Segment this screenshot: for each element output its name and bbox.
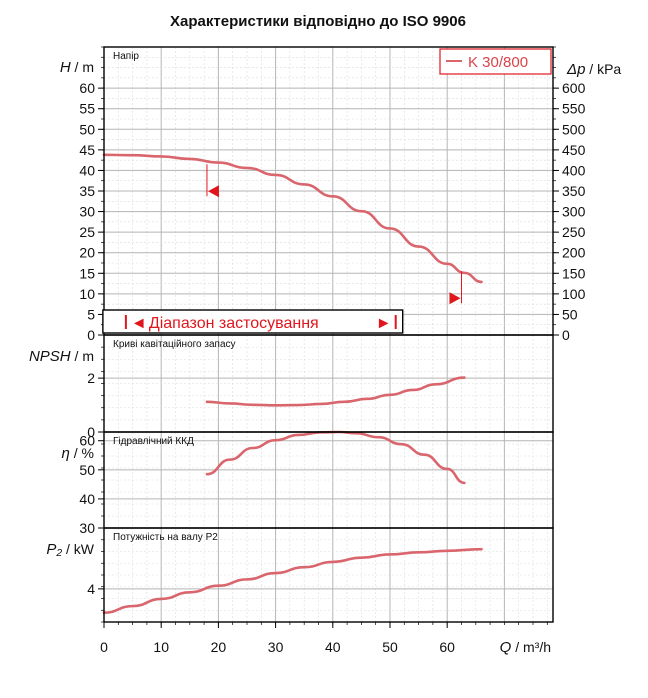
x-axis-variable: Q bbox=[500, 639, 512, 656]
y-tick-label: 2 bbox=[87, 370, 95, 386]
y-axis-unit: / kW bbox=[62, 541, 95, 557]
right-tick-label: 350 bbox=[562, 183, 586, 199]
right-tick-label: 150 bbox=[562, 265, 586, 281]
curve-power bbox=[102, 547, 483, 615]
right-tick-label: 500 bbox=[562, 121, 586, 137]
y-tick-label: 4 bbox=[87, 581, 95, 597]
x-tick-label: 20 bbox=[211, 639, 227, 655]
y-tick-label: 40 bbox=[79, 491, 95, 507]
right-tick-label: 300 bbox=[562, 204, 586, 220]
text-layer: 0510152025303540455055600501001502002503… bbox=[29, 48, 621, 656]
y-tick-label: 15 bbox=[79, 265, 95, 281]
curve-layer bbox=[102, 153, 483, 615]
right-tick-label: 200 bbox=[562, 245, 586, 261]
right-axis-unit: / kPa bbox=[585, 61, 621, 77]
chart-title: Характеристики відповідно до ISO 9906 bbox=[170, 13, 466, 30]
right-tick-label: 550 bbox=[562, 101, 586, 117]
panel-label: Напір bbox=[113, 51, 139, 62]
x-tick-label: 10 bbox=[153, 639, 169, 655]
y-tick-label: 20 bbox=[79, 245, 95, 261]
y-axis-label: H / m bbox=[60, 59, 94, 76]
y-tick-label: 45 bbox=[79, 142, 95, 158]
x-tick-label: 30 bbox=[268, 639, 284, 655]
y-tick-label: 5 bbox=[87, 306, 95, 322]
y-axis-label: P₂ / kW bbox=[46, 541, 94, 558]
range-label: Діапазон застосування bbox=[149, 315, 319, 332]
x-tick-label: 60 bbox=[439, 639, 455, 655]
y-axis-variable: NPSH bbox=[29, 348, 71, 365]
right-tick-label: 0 bbox=[562, 327, 570, 343]
x-tick-label: 40 bbox=[325, 639, 341, 655]
panel-label: Потужність на валу Р2 bbox=[113, 532, 218, 543]
y-axis-unit: / m bbox=[71, 348, 94, 364]
y-axis-unit: / m bbox=[71, 59, 94, 75]
x-tick-label: 0 bbox=[100, 639, 108, 655]
x-tick-label: 50 bbox=[382, 639, 398, 655]
panel-label: Криві кавітаційного запасу bbox=[113, 339, 236, 350]
range-marker-left bbox=[207, 185, 219, 198]
right-tick-label: 450 bbox=[562, 142, 586, 158]
y-tick-label: 50 bbox=[79, 121, 95, 137]
right-tick-label: 400 bbox=[562, 162, 586, 178]
y-tick-label: 40 bbox=[79, 162, 95, 178]
y-tick-label: 25 bbox=[79, 224, 95, 240]
curve-npsh bbox=[205, 376, 466, 407]
y-tick-label: 35 bbox=[79, 183, 95, 199]
y-tick-label: 60 bbox=[79, 80, 95, 96]
y-tick-label: 10 bbox=[79, 286, 95, 302]
legend-label: K 30/800 bbox=[468, 54, 528, 71]
range-arrow-left: ◄ bbox=[131, 315, 147, 332]
panel-label: Гідравлічний ККД bbox=[113, 436, 194, 447]
right-tick-label: 250 bbox=[562, 224, 586, 240]
y-tick-label: 50 bbox=[79, 462, 95, 478]
y-axis-variable: P₂ bbox=[46, 541, 62, 558]
frame-layer bbox=[98, 46, 559, 628]
x-axis-unit: / m³/h bbox=[511, 639, 551, 655]
y-tick-label: 55 bbox=[79, 101, 95, 117]
range-box bbox=[102, 309, 404, 334]
curve-eff bbox=[205, 430, 466, 485]
y-tick-label: 30 bbox=[79, 520, 95, 536]
curve-head bbox=[102, 153, 483, 284]
range-arrow-right: ► bbox=[376, 315, 392, 332]
right-axis-variable: Δp bbox=[566, 61, 585, 78]
y-axis-variable: η bbox=[62, 445, 70, 462]
grid-layer bbox=[103, 46, 553, 623]
y-axis-label: η / % bbox=[62, 445, 94, 462]
y-axis-unit: / % bbox=[70, 445, 94, 461]
x-axis-label: Q / m³/h bbox=[500, 639, 551, 656]
y-axis-variable: H bbox=[60, 59, 71, 76]
y-tick-label: 0 bbox=[87, 424, 95, 440]
y-tick-label: 30 bbox=[79, 204, 95, 220]
y-tick-label: 60 bbox=[79, 433, 95, 449]
y-axis-label: NPSH / m bbox=[29, 348, 94, 365]
right-axis-label: Δp / kPa bbox=[566, 61, 621, 78]
y-tick-label: 0 bbox=[87, 327, 95, 343]
right-tick-label: 50 bbox=[562, 306, 578, 322]
range-marker-right bbox=[449, 292, 461, 305]
right-tick-label: 600 bbox=[562, 80, 586, 96]
right-tick-label: 100 bbox=[562, 286, 586, 302]
